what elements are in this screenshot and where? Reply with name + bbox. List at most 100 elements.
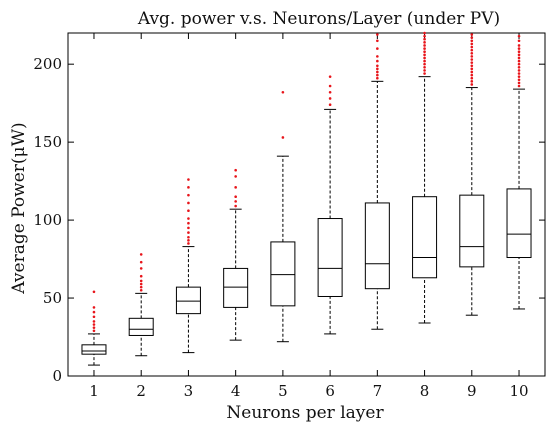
outlier-point (423, 72, 426, 75)
outlier-point (376, 33, 379, 36)
outlier-point (470, 76, 474, 80)
outlier-point (328, 90, 332, 94)
outlier-point (92, 290, 96, 294)
outlier-point (376, 70, 379, 74)
outlier-point (187, 221, 190, 225)
y-tick-label: 100 (33, 211, 62, 229)
y-tick-label: 200 (33, 55, 62, 73)
outlier-point (517, 34, 521, 38)
outlier-point (470, 39, 474, 43)
plot-frame (67, 32, 546, 377)
outlier-point (92, 326, 96, 329)
outlier-point (517, 69, 521, 72)
outlier-point (517, 56, 521, 60)
outlier-point (423, 31, 426, 35)
outlier-point (234, 204, 237, 208)
box (317, 218, 343, 297)
outlier-point (470, 55, 474, 58)
outlier-point (187, 239, 190, 242)
y-tick-label: 0 (52, 367, 62, 385)
outlier-point (376, 47, 379, 50)
outlier-point (423, 62, 426, 66)
x-tick-label: 2 (136, 382, 146, 400)
box (175, 286, 201, 315)
outlier-point (470, 67, 474, 71)
x-tick-label: 5 (278, 382, 288, 400)
outlier-point (187, 231, 190, 234)
outlier-point (281, 90, 285, 94)
outlier-point (470, 42, 474, 46)
x-tick-label: 3 (184, 382, 194, 400)
outlier-point (423, 69, 426, 72)
outlier-point (92, 306, 96, 309)
outlier-point (187, 178, 190, 181)
outlier-point (139, 288, 143, 292)
x-axis-label: Neurons per layer (226, 403, 384, 423)
outlier-point (517, 75, 521, 78)
outlier-point (376, 39, 379, 43)
outlier-point (376, 64, 379, 68)
x-tick-label: 7 (373, 382, 383, 400)
outlier-point (517, 81, 521, 85)
outlier-point (234, 195, 237, 199)
box (412, 196, 438, 279)
outlier-point (376, 59, 379, 63)
outlier-point (517, 44, 521, 47)
outlier-point (470, 70, 474, 74)
outlier-point (470, 51, 474, 55)
outlier-point (187, 235, 190, 239)
outlier-point (139, 282, 143, 286)
outlier-point (234, 200, 237, 203)
outlier-point (517, 59, 521, 63)
outlier-point (139, 274, 143, 278)
outlier-point (517, 39, 521, 43)
outlier-point (234, 186, 237, 189)
outlier-point (517, 72, 521, 75)
outlier-point (139, 279, 143, 283)
outlier-point (92, 315, 96, 319)
outlier-point (517, 84, 521, 88)
outlier-point (234, 168, 237, 172)
outlier-point (328, 75, 332, 78)
outlier-point (92, 329, 96, 333)
plot-area: 0 50 100 150 200 1 2 3 4 5 6 7 8 9 10 (33, 31, 546, 400)
outlier-point (470, 64, 474, 68)
outlier-point (517, 50, 521, 54)
box (223, 267, 249, 308)
outlier-point (423, 47, 426, 50)
outlier-point (470, 58, 474, 61)
box (364, 202, 390, 290)
outlier-point (376, 76, 379, 80)
outlier-point (328, 84, 332, 88)
outlier-point (423, 34, 426, 38)
outlier-point (423, 44, 426, 47)
outlier-point (376, 73, 379, 77)
outlier-point (92, 310, 96, 314)
outlier-point (281, 136, 285, 139)
outlier-point (423, 37, 426, 41)
outlier-point (328, 103, 332, 107)
outlier-point (470, 61, 474, 64)
x-tick-label: 1 (89, 382, 99, 400)
outlier-point (517, 66, 521, 69)
outlier-point (423, 53, 426, 57)
outlier-point (328, 97, 332, 100)
y-tick-label: 150 (33, 133, 62, 151)
box (81, 344, 107, 355)
outlier-point (139, 260, 143, 264)
x-tick-label: 4 (231, 382, 241, 400)
box (506, 188, 532, 259)
x-tick-label: 6 (325, 382, 335, 400)
outlier-point (470, 36, 474, 39)
y-tick-label: 50 (43, 289, 62, 307)
outlier-point (187, 226, 190, 230)
outlier-point (376, 67, 379, 71)
outlier-point (517, 78, 521, 82)
outlier-point (139, 267, 143, 270)
outlier-point (423, 66, 426, 69)
outlier-point (470, 80, 474, 83)
outlier-point (470, 45, 474, 49)
outlier-point (139, 253, 143, 256)
